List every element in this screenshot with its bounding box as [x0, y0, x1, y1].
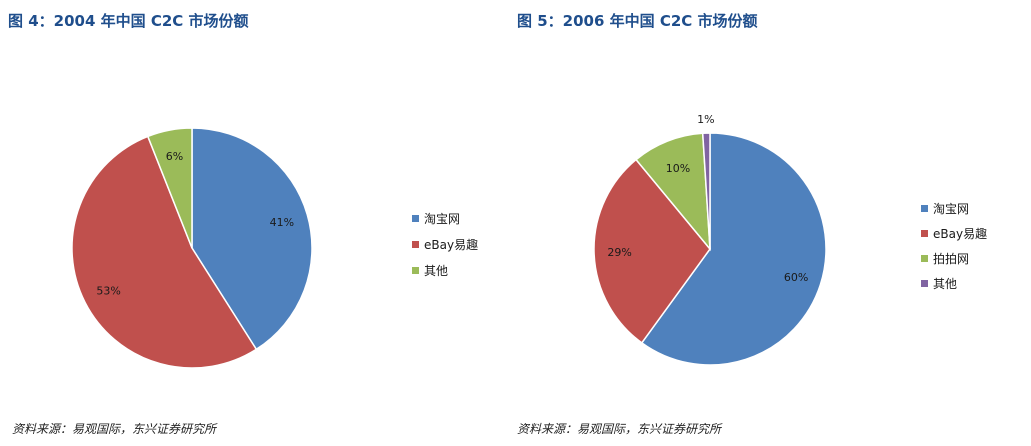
legend-swatch-2	[412, 241, 419, 248]
slice-label-2: 53%	[96, 285, 120, 298]
figure-5-source: 资料来源：易观国际，东兴证券研究所	[517, 422, 722, 436]
legend-label-4: 其他	[933, 277, 957, 291]
legend-swatch-3	[921, 255, 928, 262]
legend-label-2: eBay易趣	[933, 226, 987, 241]
legend-label-1: 淘宝网	[424, 212, 460, 226]
pie-slice-2	[593, 158, 711, 344]
figure-5-pie-chart: 60% 淘宝网 29% eBay易趣 10% 拍拍网 1% 其他	[593, 113, 987, 366]
slice-label-1: 60%	[784, 271, 808, 284]
pie-slice-1	[640, 132, 827, 366]
slice-label-2: 29%	[607, 246, 631, 259]
pie-slice-3	[146, 127, 193, 249]
figure-5-title: 图 5：2006 年中国 C2C 市场份额	[517, 12, 758, 30]
legend-label-3: 拍拍网	[933, 251, 969, 266]
legend-swatch-1	[412, 215, 419, 222]
legend-swatch-2	[921, 230, 928, 237]
figure-4-source: 资料来源：易观国际，东兴证券研究所	[12, 422, 217, 436]
legend-label-1: 淘宝网	[933, 202, 969, 216]
figure-4-pie-chart: 41% 淘宝网 53% eBay易趣 6% 其他	[71, 127, 478, 369]
slice-label-3: 6%	[166, 150, 183, 163]
figure-4-panel: 图 4：2004 年中国 C2C 市场份额 41% 淘宝网 53% eBay易趣 6% 其…	[0, 0, 515, 446]
legend-swatch-3	[412, 267, 419, 274]
legend-label-3: 其他	[424, 264, 448, 278]
pie-slice-4	[701, 132, 711, 250]
slice-label-3: 10%	[666, 162, 690, 175]
pie-slice-3	[635, 132, 711, 252]
slice-label-1: 41%	[270, 216, 294, 229]
legend-label-2: eBay易趣	[424, 237, 478, 252]
legend-swatch-1	[921, 205, 928, 212]
pie-slice-2	[71, 135, 258, 369]
figure-5-panel: 图 5：2006 年中国 C2C 市场份额 60% 淘宝网 29% eBay易趣 10%…	[515, 0, 1031, 446]
figure-4-title: 图 4：2004 年中国 C2C 市场份额	[8, 12, 249, 30]
legend-swatch-4	[921, 280, 928, 287]
slice-label-4: 1%	[697, 113, 714, 126]
